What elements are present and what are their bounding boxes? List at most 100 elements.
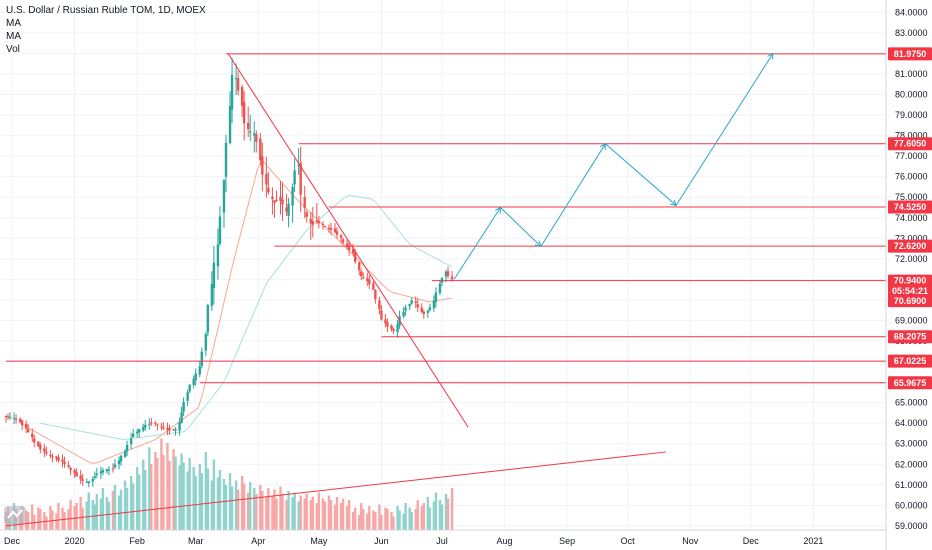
candle-body: [182, 402, 185, 412]
candle-body: [408, 303, 411, 307]
candle-body: [236, 78, 240, 91]
candle-body: [428, 307, 432, 311]
volume-bar: [125, 488, 129, 530]
candle-body: [8, 417, 12, 419]
candle-body: [247, 122, 250, 130]
volume-bar: [188, 458, 191, 530]
volume-bar: [255, 494, 258, 530]
candle-body: [198, 366, 201, 375]
candle-body: [101, 470, 105, 473]
candle-body: [216, 244, 220, 267]
volume-bar: [414, 509, 417, 530]
y-tick-label: 75.0000: [895, 192, 928, 202]
candle-body: [87, 481, 90, 484]
indicator-volume[interactable]: Vol: [6, 44, 20, 55]
candle-body: [45, 452, 48, 454]
volume-bar: [216, 477, 220, 530]
candle-body: [392, 329, 395, 332]
y-tick-label: 83.0000: [895, 28, 928, 38]
candle-body: [200, 351, 203, 366]
candle-body: [362, 277, 365, 279]
level-badge: 68.2075: [894, 332, 927, 342]
projection-path: [453, 53, 774, 280]
volume-bar: [39, 509, 42, 530]
price-badges: 81.9750 77.6050 74.5250 72.6200 68.2075 67.02…: [888, 47, 932, 390]
candle-body: [33, 438, 36, 443]
volume-bar: [154, 452, 157, 530]
candle-body: [73, 470, 76, 474]
candle-body: [432, 300, 436, 309]
x-tick-label: Aug: [497, 536, 513, 546]
level-badge: 72.6200: [894, 241, 927, 251]
volume-bar: [275, 498, 278, 530]
volume-bar: [180, 453, 183, 530]
candle-body: [51, 456, 54, 458]
y-tick-label: 61.0000: [895, 480, 928, 490]
volume-bar: [194, 476, 197, 530]
candle-body: [249, 131, 252, 133]
y-tick-label: 78.0000: [895, 131, 928, 141]
candle-body: [293, 170, 296, 185]
candle-body: [85, 481, 88, 483]
time-axis[interactable]: Dec 2020 Feb Mar Apr May Jun Jul Aug Sep Oct Nov Dec…: [4, 536, 823, 546]
indicator-ma-1[interactable]: MA: [6, 18, 21, 29]
volume-bar: [335, 497, 339, 530]
x-tick-label: Dec: [743, 536, 760, 546]
volume-bar: [261, 491, 264, 530]
volume-bar: [390, 512, 393, 530]
candle-body: [81, 479, 84, 481]
candle-body: [148, 423, 151, 425]
candle-body: [275, 199, 278, 201]
volume-bar: [311, 497, 314, 530]
level-badge: 77.6050: [894, 139, 927, 149]
volume-bar: [345, 506, 349, 530]
ma-slow-line: [40, 194, 453, 441]
candle-body: [434, 292, 438, 303]
candle-body: [24, 424, 28, 429]
volume-bar: [63, 512, 66, 530]
volume-bar: [271, 495, 274, 530]
projection-arrowhead: [599, 142, 606, 150]
volume-bar: [384, 507, 387, 530]
volume-bar: [24, 510, 28, 530]
indicator-ma-2[interactable]: MA: [6, 31, 21, 42]
candle-body: [414, 301, 417, 303]
volume-bar: [204, 452, 208, 530]
y-tick-label: 77.0000: [895, 151, 928, 161]
candle-body: [380, 310, 383, 320]
candle-body: [372, 283, 375, 290]
volume-bar: [303, 498, 306, 530]
candle-body: [61, 459, 64, 462]
volume-bar: [279, 486, 282, 530]
candle-body: [174, 429, 177, 431]
volume-bar: [93, 504, 97, 530]
volume-bar: [444, 494, 448, 530]
candle-body: [309, 218, 312, 224]
volume-bar: [341, 498, 345, 530]
projection-arrowhead: [494, 206, 502, 214]
y-tick-label: 65.0000: [895, 398, 928, 408]
logo-mark: [7, 509, 23, 519]
y-tick-label: 59.0000: [895, 521, 928, 531]
volume-bar: [200, 473, 203, 530]
candle-body: [18, 418, 22, 422]
level-badge-bg: [888, 239, 932, 253]
candle-body: [113, 464, 117, 468]
volume-bar: [174, 456, 177, 530]
volume-bar: [333, 504, 337, 530]
level-badge: 67.0225: [894, 356, 927, 366]
candle-body: [368, 279, 371, 285]
candle-body: [212, 262, 216, 288]
x-tick-label: 2020: [65, 536, 85, 546]
moving-averages: [19, 160, 453, 464]
volume-bar: [172, 449, 175, 530]
volume-bar: [428, 507, 432, 530]
volume-bar: [178, 465, 181, 530]
candle-body: [107, 469, 111, 471]
candle-body: [210, 283, 214, 306]
candle-body: [230, 74, 234, 110]
volume-bar: [450, 488, 454, 530]
volume-bar: [230, 486, 234, 530]
